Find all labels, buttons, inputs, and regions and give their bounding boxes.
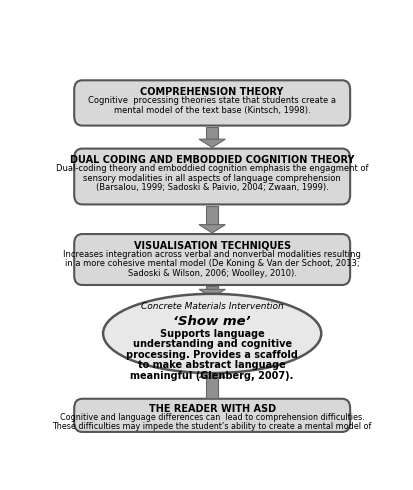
Polygon shape bbox=[199, 289, 225, 297]
Bar bbox=[206, 286, 218, 289]
Text: sensory modalities in all aspects of language comprehension: sensory modalities in all aspects of lan… bbox=[83, 174, 340, 183]
Text: These difficulties may impede the student’s ability to create a mental model of: These difficulties may impede the studen… bbox=[52, 422, 371, 431]
Text: Supports language: Supports language bbox=[159, 329, 264, 339]
Text: to make abstract language: to make abstract language bbox=[138, 360, 285, 370]
Bar bbox=[206, 127, 218, 139]
Text: Cognitive  processing theories state that students create a: Cognitive processing theories state that… bbox=[88, 96, 335, 105]
Ellipse shape bbox=[103, 294, 320, 373]
Bar bbox=[206, 206, 218, 224]
Text: COMPREHENSION THEORY: COMPREHENSION THEORY bbox=[140, 87, 283, 97]
Text: processing. Provides a scaffold: processing. Provides a scaffold bbox=[126, 350, 297, 360]
Text: THE READER WITH ASD: THE READER WITH ASD bbox=[148, 404, 275, 415]
Polygon shape bbox=[199, 369, 225, 378]
Text: DUAL CODING AND EMBODDIED COGNITION THEORY: DUAL CODING AND EMBODDIED COGNITION THEO… bbox=[70, 155, 354, 166]
Text: VISUALISATION TECHNIQUES: VISUALISATION TECHNIQUES bbox=[133, 241, 290, 251]
FancyBboxPatch shape bbox=[74, 80, 349, 125]
Text: Increases integration across verbal and nonverbal modalities resulting: Increases integration across verbal and … bbox=[63, 250, 360, 259]
Text: (Barsalou, 1999; Sadoski & Paivio, 2004; Zwaan, 1999).: (Barsalou, 1999; Sadoski & Paivio, 2004;… bbox=[95, 183, 328, 192]
FancyBboxPatch shape bbox=[74, 234, 349, 285]
FancyBboxPatch shape bbox=[74, 148, 349, 204]
Text: mental model of the text base (Kintsch, 1998).: mental model of the text base (Kintsch, … bbox=[114, 105, 310, 115]
Text: Concrete Materials Intervention: Concrete Materials Intervention bbox=[140, 302, 283, 311]
Bar bbox=[206, 378, 218, 397]
Text: in a more cohesive mental model (De Koning & Van der Schoot, 2013;: in a more cohesive mental model (De Koni… bbox=[65, 259, 358, 269]
Text: meaningful (Glenberg, 2007).: meaningful (Glenberg, 2007). bbox=[130, 371, 293, 381]
Polygon shape bbox=[199, 224, 225, 233]
FancyBboxPatch shape bbox=[74, 399, 349, 432]
Polygon shape bbox=[199, 139, 225, 147]
Text: understanding and cognitive: understanding and cognitive bbox=[132, 339, 291, 349]
Text: Dual-coding theory and emboddied cognition emphasis the engagment of: Dual-coding theory and emboddied cogniti… bbox=[56, 165, 368, 173]
Text: ‘Show me’: ‘Show me’ bbox=[173, 315, 250, 328]
Text: Sadoski & Wilson, 2006; Woolley, 2010).: Sadoski & Wilson, 2006; Woolley, 2010). bbox=[128, 269, 296, 278]
Text: Cognitive and language differences can  lead to comprehension difficulties.: Cognitive and language differences can l… bbox=[60, 413, 363, 422]
